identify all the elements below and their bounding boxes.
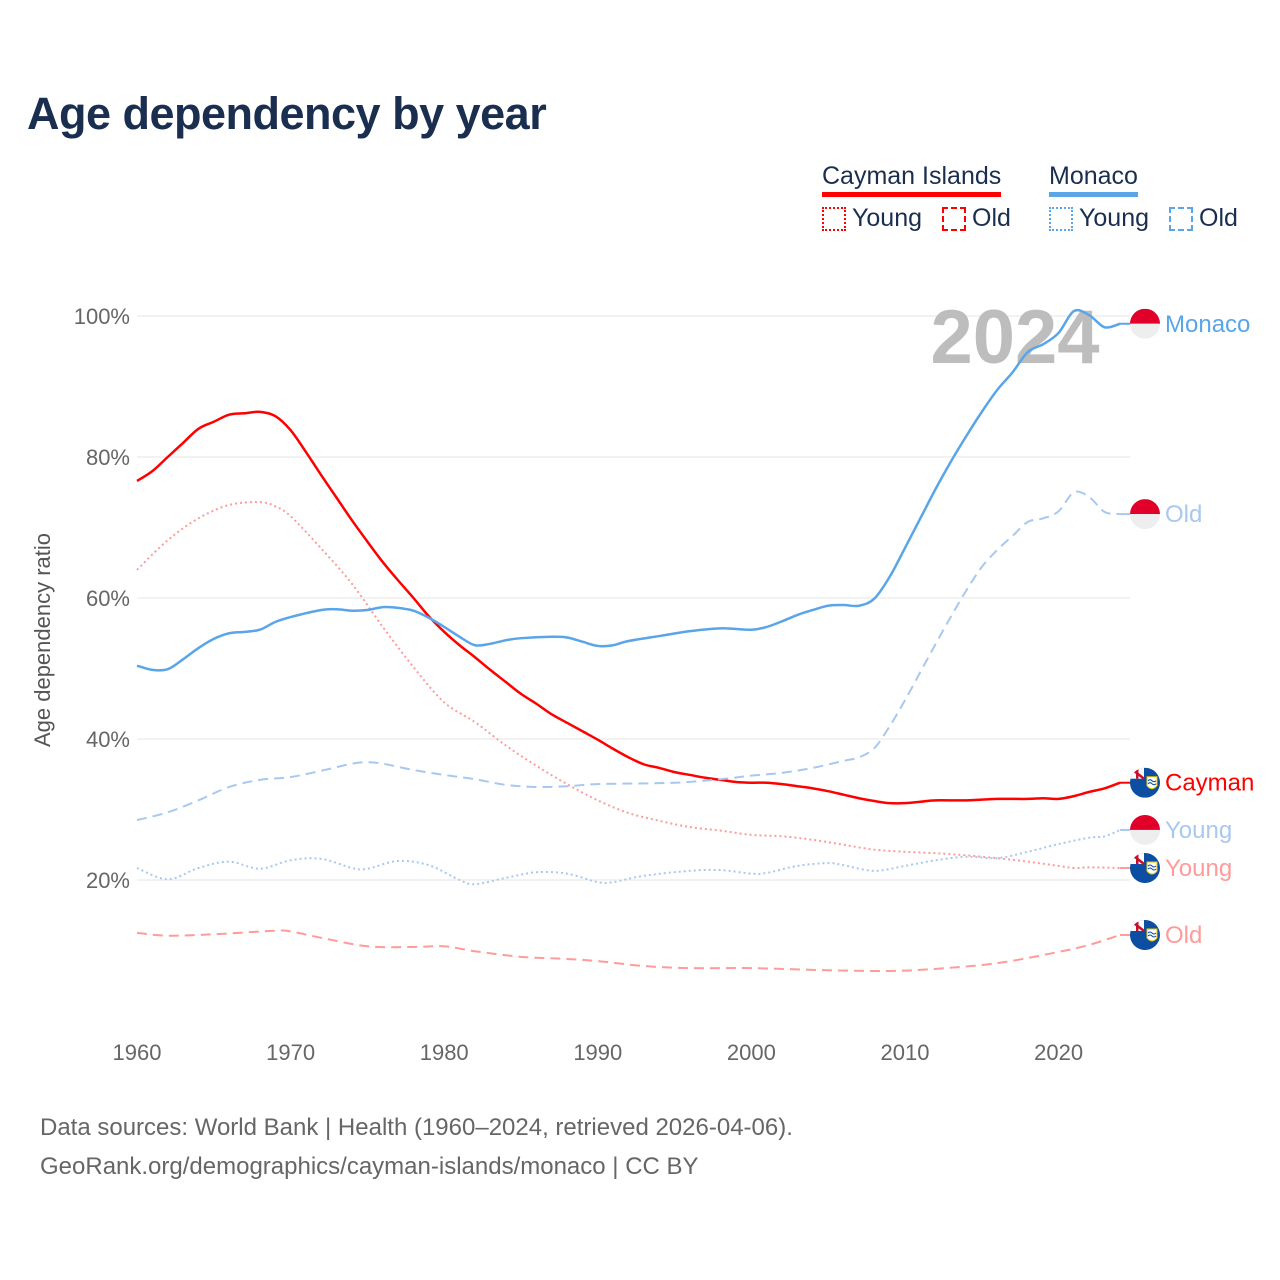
legend-label: Old: [972, 204, 1011, 232]
monaco-flag-icon: [1130, 308, 1160, 339]
dotted-swatch-icon: [822, 206, 846, 231]
series-line-monaco: [136, 308, 1121, 672]
flag-body: [1130, 308, 1160, 339]
flag-waves: [1147, 864, 1157, 871]
x-tick-label: 1990: [573, 1040, 622, 1065]
x-tick-label: 2000: [727, 1040, 776, 1065]
footer: Data sources: World Bank | Health (1960–…: [40, 1108, 793, 1186]
x-tick-label: 1970: [266, 1040, 315, 1065]
y-tick-label: 80%: [86, 445, 130, 470]
end-label: Old: [1165, 922, 1202, 949]
end-label: Young: [1165, 817, 1232, 844]
flag-white-half: [1130, 829, 1160, 845]
cayman-flag-icon: [1130, 853, 1160, 884]
x-tick-label: 1980: [420, 1040, 469, 1065]
x-tick-label: 2010: [881, 1040, 930, 1065]
dashed-swatch-icon: [942, 206, 966, 231]
cayman-flag-icon: [1130, 919, 1160, 950]
y-axis-label: Age dependency ratio: [30, 533, 55, 747]
y-tick-label: 20%: [86, 868, 130, 893]
flag-body: [1130, 814, 1160, 845]
y-tick-label: 60%: [86, 586, 130, 611]
legend-cayman-old[interactable]: Old: [942, 204, 1011, 233]
y-tick-label: 100%: [74, 304, 130, 329]
end-label: Old: [1165, 501, 1202, 528]
flag-red-half: [1130, 308, 1160, 324]
monaco-flag-icon: [1130, 814, 1160, 845]
series-line-cayman-islands-old: [136, 929, 1121, 973]
flag-cross: [1136, 767, 1139, 779]
flag-waves: [1147, 779, 1157, 786]
legend-line-swatch: [822, 192, 1002, 197]
legend-monaco-old[interactable]: Old: [1169, 204, 1238, 233]
legend-label: Old: [1199, 204, 1238, 232]
x-tick-label: 2020: [1034, 1040, 1083, 1065]
flag-body: [1130, 499, 1160, 530]
series-line-cayman-islands-young: [136, 501, 1121, 870]
legend-label: Young: [852, 204, 922, 232]
cayman-flag-icon: [1130, 767, 1160, 798]
flag-cross: [1136, 853, 1139, 865]
legend-cayman-young[interactable]: Young: [822, 204, 922, 233]
end-label: Monaco: [1165, 311, 1250, 338]
dashed-swatch-icon: [1169, 206, 1193, 231]
legend-cayman-islands[interactable]: Cayman Islands: [822, 162, 1002, 197]
flag-red-half: [1130, 499, 1160, 515]
flag-waves: [1147, 931, 1157, 938]
end-label: Cayman: [1165, 770, 1254, 797]
x-tick-label: 1960: [113, 1040, 162, 1065]
flag-white-half: [1130, 514, 1160, 530]
flag-body: [1130, 767, 1160, 798]
legend-line-swatch: [1049, 192, 1138, 197]
chart-title: Age dependency by year: [27, 88, 547, 139]
flag-white-half: [1130, 323, 1160, 339]
flag-cross: [1136, 919, 1139, 931]
monaco-flag-icon: [1130, 499, 1160, 530]
end-label: Young: [1165, 855, 1232, 882]
dotted-swatch-icon: [1049, 206, 1073, 231]
series-line-monaco-young: [136, 829, 1121, 886]
legend-monaco-young[interactable]: Young: [1049, 204, 1149, 233]
flag-body: [1130, 853, 1160, 884]
legend-monaco[interactable]: Monaco: [1049, 162, 1138, 197]
flag-body: [1130, 919, 1160, 950]
source-link[interactable]: GeoRank.org/demographics/cayman-islands/…: [40, 1153, 699, 1180]
series-line-monaco-old: [136, 490, 1121, 822]
legend-label: Cayman Islands: [822, 162, 1002, 190]
flag-red-half: [1130, 814, 1160, 830]
legend-label: Monaco: [1049, 162, 1138, 190]
legend-label: Young: [1079, 204, 1149, 232]
y-tick-label: 40%: [86, 727, 130, 752]
year-watermark: 2024: [930, 295, 1099, 380]
data-source-note: Data sources: World Bank | Health (1960–…: [40, 1114, 793, 1141]
series-line-cayman-islands: [136, 410, 1121, 805]
